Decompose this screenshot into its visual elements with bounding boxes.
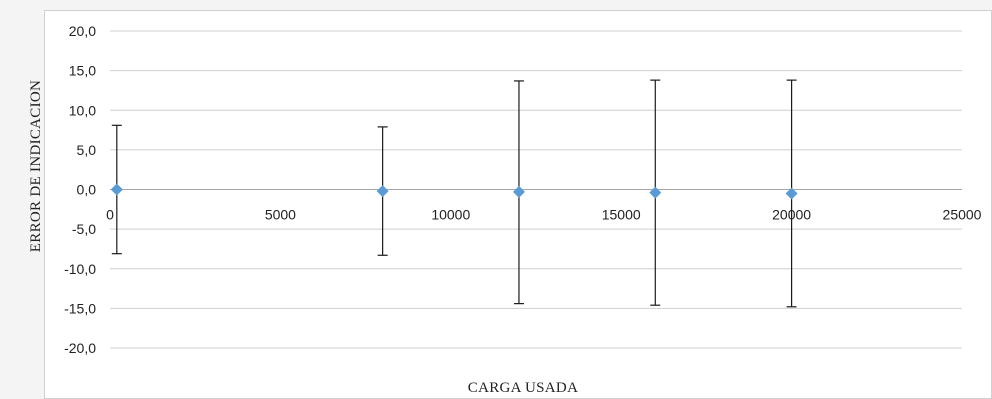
x-axis-title: CARGA USADA (468, 380, 578, 396)
x-tick-labels: 0 5000 10000 15000 20000 25000 (106, 207, 982, 223)
x-tick-label: 5000 (265, 207, 296, 223)
y-tick-labels: 20,0 15,0 10,0 5,0 0,0 -5,0 -10,0 -15,0 -20,0 (64, 23, 96, 356)
y-tick-label: -20,0 (64, 340, 96, 356)
y-tick-label: 20,0 (69, 23, 96, 39)
y-tick-label: 0,0 (77, 182, 97, 198)
x-tick-label: 25000 (943, 207, 982, 223)
data-point (376, 185, 389, 198)
y-tick-label: 5,0 (77, 142, 97, 158)
y-tick-label: -5,0 (72, 221, 96, 237)
y-tick-label: -10,0 (64, 261, 96, 277)
data-point (649, 186, 662, 199)
y-tick-label: -15,0 (64, 300, 96, 316)
gridlines (110, 30, 962, 349)
y-tick-label: 10,0 (69, 102, 96, 118)
chart-background (44, 10, 992, 399)
data-point (785, 187, 798, 200)
x-tick-label: 15000 (602, 207, 641, 223)
x-tick-label: 0 (106, 207, 114, 223)
y-axis-title: ERROR DE INDICACION (28, 80, 44, 252)
data-point (110, 183, 123, 196)
y-tick-label: 15,0 (69, 63, 96, 79)
data-point (512, 185, 525, 198)
x-tick-label: 10000 (431, 207, 470, 223)
data-points (110, 183, 798, 200)
